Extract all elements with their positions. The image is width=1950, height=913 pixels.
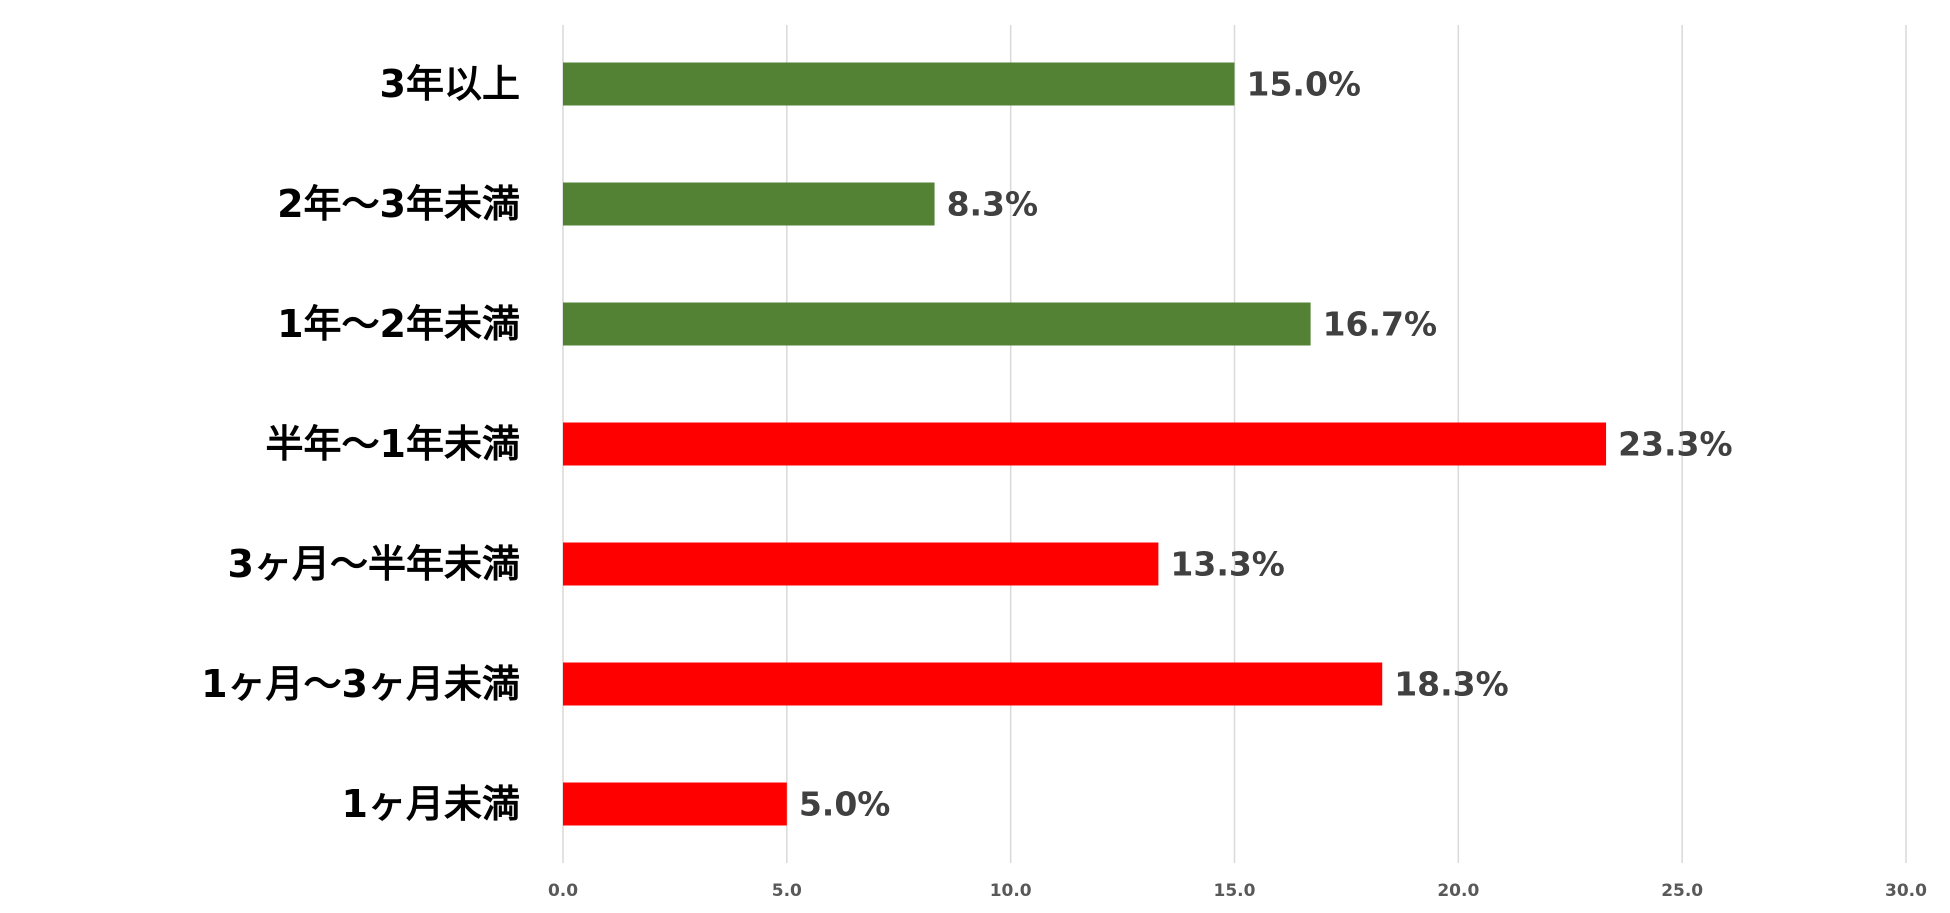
x-tick-label-4: 20.0 — [1437, 881, 1479, 901]
x-axis-ticks: 0.0 5.0 10.0 15.0 20.0 25.0 30.0 — [548, 881, 1927, 901]
data-label-5: 18.3% — [1394, 665, 1509, 704]
bars — [563, 62, 1607, 826]
bar-6 — [563, 782, 787, 826]
x-tick-label-5: 25.0 — [1661, 881, 1703, 901]
bar-4 — [563, 542, 1159, 586]
category-label-5: 1ヶ月～3ヶ月未満 — [201, 662, 520, 706]
category-label-1: 2年～3年未満 — [277, 182, 520, 226]
bar-1 — [563, 182, 935, 226]
category-label-2: 1年～2年未満 — [277, 302, 520, 346]
data-label-1: 8.3% — [947, 185, 1039, 224]
x-tick-label-0: 0.0 — [548, 881, 578, 901]
x-tick-label-1: 5.0 — [772, 881, 802, 901]
bar-2 — [563, 302, 1311, 346]
category-label-4: 3ヶ月～半年未満 — [228, 542, 520, 586]
x-tick-label-6: 30.0 — [1885, 881, 1927, 901]
x-tick-label-3: 15.0 — [1214, 881, 1256, 901]
data-label-6: 5.0% — [799, 785, 891, 824]
x-tick-label-2: 10.0 — [990, 881, 1032, 901]
category-label-0: 3年以上 — [380, 62, 520, 106]
category-label-6: 1ヶ月未満 — [342, 782, 520, 826]
data-labels: 15.0% 8.3% 16.7% 23.3% 13.3% 18.3% 5.0% — [799, 65, 1733, 824]
data-label-3: 23.3% — [1618, 425, 1733, 464]
data-label-4: 13.3% — [1170, 545, 1285, 584]
category-label-3: 半年～1年未満 — [266, 422, 520, 466]
bar-3 — [563, 422, 1607, 466]
data-label-2: 16.7% — [1323, 305, 1438, 344]
bar-0 — [563, 62, 1235, 106]
bar-5 — [563, 662, 1383, 706]
data-label-0: 15.0% — [1247, 65, 1362, 104]
